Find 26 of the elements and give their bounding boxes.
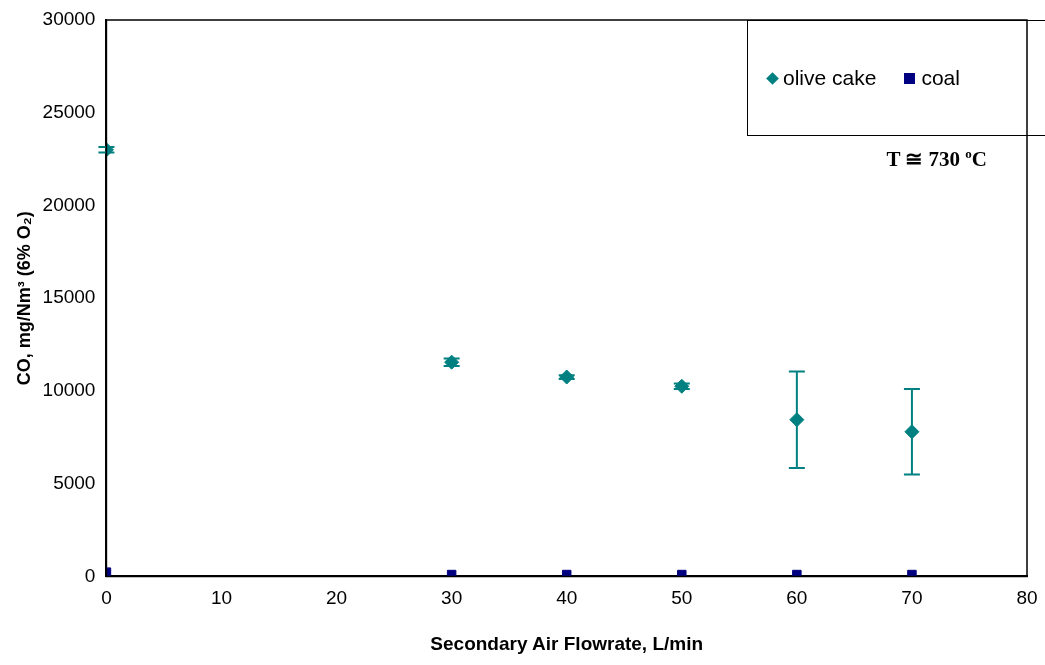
- x-tick-label: 40: [556, 587, 578, 609]
- y-tick-label: 0: [84, 564, 96, 586]
- x-tick-label: 50: [671, 587, 693, 609]
- y-tick-label: 10000: [42, 379, 96, 401]
- point: [446, 569, 457, 577]
- y-tick-label: 5000: [53, 471, 96, 493]
- y-tick-label: 15000: [42, 286, 96, 308]
- x-tick-label: 20: [326, 587, 348, 609]
- x-tick-label: 70: [901, 587, 923, 609]
- y-tick-label: 25000: [42, 100, 96, 122]
- legend-label: coal: [921, 66, 960, 90]
- x-tick-label: 80: [1016, 587, 1038, 609]
- point: [677, 569, 687, 577]
- y-tick-label: 20000: [42, 193, 96, 215]
- x-tick-label: 10: [210, 587, 233, 609]
- point: [907, 569, 917, 577]
- x-tick-label: 30: [441, 587, 463, 609]
- y-axis-title: CO, mg/Nm³ (6% O₂): [13, 211, 34, 386]
- y-tick-label: 30000: [42, 8, 96, 30]
- x-tick-label: 0: [101, 587, 112, 609]
- point: [561, 569, 572, 577]
- annotation: T ≅ 730 $^{o}$C: [886, 146, 987, 172]
- x-tick-label: 60: [786, 587, 808, 609]
- legend-label: olive cake: [783, 66, 877, 90]
- point: [792, 569, 802, 577]
- x-axis-title: Secondary Air Flowrate, L/min: [430, 632, 704, 654]
